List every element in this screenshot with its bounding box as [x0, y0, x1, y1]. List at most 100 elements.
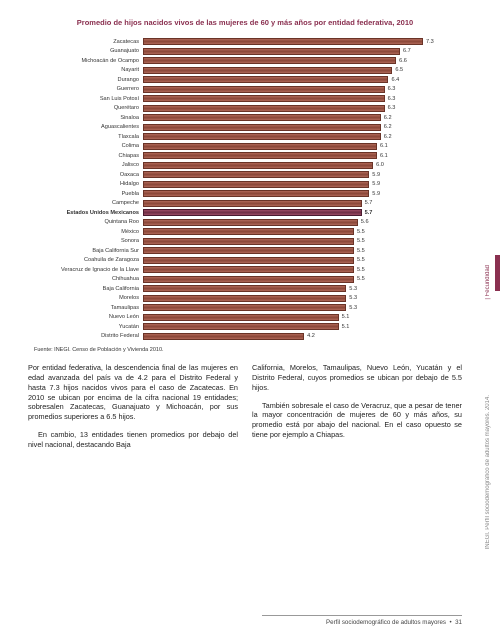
bar-value: 6.3 [388, 86, 396, 92]
bar-value: 4.2 [307, 333, 315, 339]
bar-area: 6.0 [143, 161, 462, 171]
chart-row-label: Colima [28, 143, 143, 149]
bar-area: 6.2 [143, 123, 462, 133]
chart-row: Yucatán5.1 [28, 322, 462, 332]
bar [143, 114, 381, 121]
bar [143, 67, 392, 74]
bar-value: 5.3 [349, 286, 357, 292]
chart-row: Baja California Sur5.5 [28, 246, 462, 256]
chart-row: Hidalgo5.9 [28, 180, 462, 190]
bar-area: 5.9 [143, 170, 462, 180]
chart-row-label: Durango [28, 77, 143, 83]
bar-area: 5.3 [143, 294, 462, 304]
bar [143, 295, 346, 302]
chart-row-label: Aguascalientes [28, 124, 143, 130]
chart-row: México 5.5 [28, 227, 462, 237]
bar-area: 5.3 [143, 284, 462, 294]
chart-row: Zacatecas7.3 [28, 37, 462, 47]
chart-row-label: Querétaro [28, 105, 143, 111]
chart-row: Veracruz de Ignacio de la Llave 5.5 [28, 265, 462, 275]
chart-row: Querétaro6.3 [28, 104, 462, 114]
bar-value: 5.1 [342, 324, 350, 330]
chart-title: Promedio de hijos nacidos vivos de las m… [28, 18, 462, 27]
bar-area: 6.5 [143, 66, 462, 76]
bar-area: 6.2 [143, 132, 462, 142]
bar [143, 190, 369, 197]
bar-value: 5.3 [349, 305, 357, 311]
bar [143, 143, 377, 150]
bar-value: 6.2 [384, 124, 392, 130]
bar [143, 171, 369, 178]
side-publication-label: INEGI. Perfil sociodemográfico de adulto… [485, 395, 491, 549]
chart-row-label: Puebla [28, 191, 143, 197]
bar-area: 6.7 [143, 47, 462, 57]
bar [143, 333, 304, 340]
chart-row-label: Chihuahua [28, 276, 143, 282]
bar-area: 5.6 [143, 218, 462, 228]
chart-row: Guanajuato6.7 [28, 47, 462, 57]
chart-row: Guerrero6.3 [28, 85, 462, 95]
bar [143, 200, 362, 207]
bar-area: 5.5 [143, 275, 462, 285]
chart-row: Puebla5.9 [28, 189, 462, 199]
bar-value: 6.7 [403, 48, 411, 54]
chart-row: Sinaloa6.2 [28, 113, 462, 123]
page-number: 31 [455, 619, 462, 626]
bar-value: 5.5 [357, 229, 365, 235]
chart-row: Estados Unidos Mexicanos5.7 [28, 208, 462, 218]
chart-row: Durango 6.4 [28, 75, 462, 85]
bar [143, 86, 385, 93]
bar [143, 219, 358, 226]
paragraph: Por entidad federativa, la descendencia … [28, 363, 238, 422]
bar-value: 5.5 [357, 248, 365, 254]
bar-value: 5.5 [357, 267, 365, 273]
bar-value: 6.1 [380, 143, 388, 149]
bar-area: 5.5 [143, 265, 462, 275]
bar-area: 6.3 [143, 85, 462, 95]
bar-area: 5.5 [143, 246, 462, 256]
bar [143, 247, 354, 254]
chart-row: Baja California5.3 [28, 284, 462, 294]
bar-area: 6.4 [143, 75, 462, 85]
bar-area: 6.3 [143, 94, 462, 104]
chart-row-label: Veracruz de Ignacio de la Llave [28, 267, 143, 273]
bar-area: 5.1 [143, 313, 462, 323]
bar [143, 276, 354, 283]
chart-row-label: México [28, 229, 143, 235]
bar-value: 5.6 [361, 219, 369, 225]
chart-row-label: Morelos [28, 295, 143, 301]
bar [143, 238, 354, 245]
chart-row-label: Coahuila de Zaragoza [28, 257, 143, 263]
chart-row-label: Quintana Roo [28, 219, 143, 225]
bar [143, 48, 400, 55]
chart-row: Chiapas6.1 [28, 151, 462, 161]
bar-area: 6.1 [143, 142, 462, 152]
bar-area: 6.1 [143, 151, 462, 161]
bar-value: 5.3 [349, 295, 357, 301]
bar [143, 76, 388, 83]
chart-row-label: Tamaulipas [28, 305, 143, 311]
chart-row: Chihuahua5.5 [28, 275, 462, 285]
paragraph: En cambio, 13 entidades tienen promedios… [28, 430, 238, 450]
chart-row: Coahuila de Zaragoza5.5 [28, 256, 462, 266]
bar-value: 6.1 [380, 153, 388, 159]
bar-value: 6.4 [391, 77, 399, 83]
bar [143, 323, 339, 330]
bar [143, 181, 369, 188]
chart-row: Aguascalientes 6.2 [28, 123, 462, 133]
bar [143, 209, 362, 216]
side-section-label: | Fecundidad [485, 265, 491, 300]
bar [143, 162, 373, 169]
chart-row-label: Oaxaca [28, 172, 143, 178]
bar-area: 4.2 [143, 332, 462, 342]
bar-area: 5.5 [143, 256, 462, 266]
paragraph: California, Morelos, Tamaulipas, Nuevo L… [252, 363, 462, 393]
chart-row: Quintana Roo 5.6 [28, 218, 462, 228]
bar [143, 57, 396, 64]
bar-chart: Zacatecas7.3Guanajuato6.7Michoacán de Oc… [28, 37, 462, 341]
bar-value: 7.3 [426, 39, 434, 45]
chart-row-label: Hidalgo [28, 181, 143, 187]
chart-row: Campeche5.7 [28, 199, 462, 209]
chart-row: San Luis Potosí6.3 [28, 94, 462, 104]
bar-value: 6.2 [384, 115, 392, 121]
